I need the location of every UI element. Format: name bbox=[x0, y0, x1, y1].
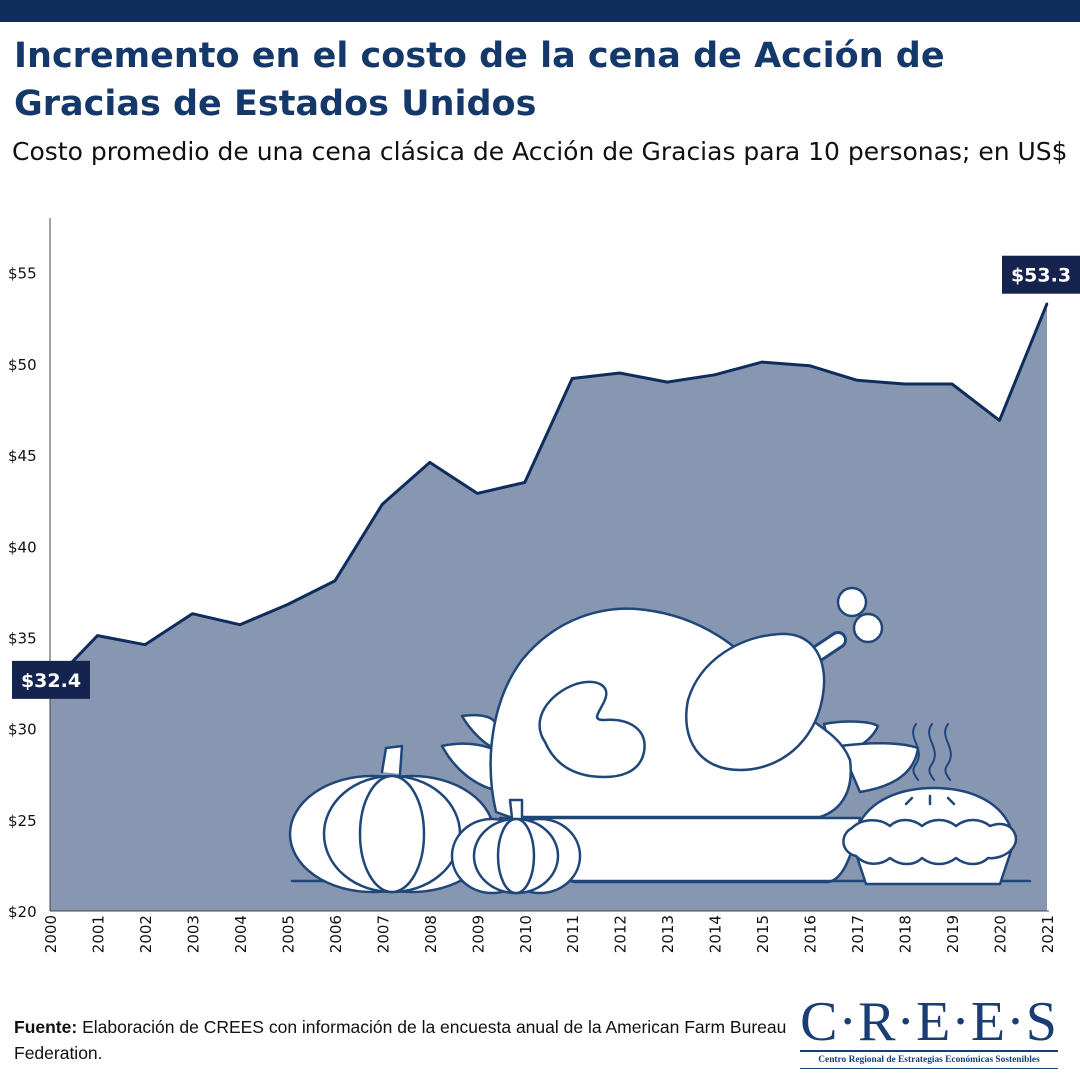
data-point bbox=[381, 503, 384, 506]
data-point bbox=[855, 379, 859, 382]
value-callout-bg bbox=[12, 660, 90, 699]
x-tick-label: 2010 bbox=[517, 915, 535, 953]
x-tick-label: 2021 bbox=[1039, 915, 1057, 953]
x-tick-label: 2001 bbox=[89, 915, 107, 953]
value-callout-label: $53.3 bbox=[1011, 265, 1071, 287]
data-point bbox=[808, 364, 811, 367]
x-tick-label: 2018 bbox=[897, 915, 915, 953]
x-tick-label: 2009 bbox=[469, 915, 487, 953]
top-bar bbox=[0, 0, 1080, 22]
x-tick-label: 2007 bbox=[374, 915, 392, 953]
x-tick-label: 2000 bbox=[42, 915, 60, 953]
x-tick-label: 2013 bbox=[659, 915, 677, 953]
label-layer: $32.4 $53.3 bbox=[12, 255, 1080, 699]
data-point bbox=[286, 603, 289, 606]
logo-tagline: Centro Regional de Estrategias Económica… bbox=[818, 1055, 1040, 1065]
y-tick-label: $40 bbox=[8, 538, 37, 556]
series-line bbox=[48, 303, 1049, 686]
data-point bbox=[1045, 302, 1049, 305]
data-point bbox=[571, 377, 574, 380]
data-point bbox=[333, 579, 337, 583]
x-tick-label: 2006 bbox=[327, 915, 345, 953]
data-point bbox=[665, 380, 669, 384]
crees-logo: C·R·E·E·S Centro Regional de Estrategias… bbox=[798, 994, 1060, 1072]
data-point bbox=[523, 481, 526, 484]
x-tick-label: 2016 bbox=[802, 915, 820, 953]
source-label: Fuente: bbox=[14, 1017, 78, 1037]
x-tick-label: 2019 bbox=[944, 915, 962, 953]
y-tick-label: $20 bbox=[8, 903, 37, 921]
x-tick-label: 2004 bbox=[232, 915, 250, 953]
data-point bbox=[96, 634, 99, 637]
data-point bbox=[143, 643, 147, 646]
axis-layer: $20 $25 $30 $35 $40 $45 $50 $55 2000 2001 2002 2003… bbox=[8, 218, 1057, 953]
data-point bbox=[238, 623, 242, 626]
data-point bbox=[618, 371, 621, 375]
data-point bbox=[998, 419, 1001, 422]
x-tick-label: 2020 bbox=[992, 915, 1010, 953]
x-tick-label: 2011 bbox=[564, 915, 582, 953]
data-point bbox=[760, 360, 764, 364]
y-tick-label: $25 bbox=[8, 812, 37, 830]
source-note: Fuente: Elaboración de CREES con informa… bbox=[14, 1014, 804, 1066]
thanksgiving-illustration bbox=[288, 586, 1032, 895]
x-tick-label: 2008 bbox=[422, 915, 440, 953]
y-tick-label: $35 bbox=[8, 629, 37, 647]
chart-title: Incremento en el costo de la cena de Acc… bbox=[14, 36, 945, 124]
x-tick-label: 2012 bbox=[612, 915, 630, 953]
value-callout-label: $32.4 bbox=[21, 670, 81, 692]
data-point bbox=[950, 382, 954, 386]
data-point bbox=[428, 461, 432, 464]
x-tick-label: 2003 bbox=[184, 915, 202, 953]
source-text: Elaboración de CREES con información de … bbox=[14, 1017, 787, 1063]
logo-rule bbox=[800, 1050, 1058, 1052]
data-point bbox=[191, 612, 194, 615]
x-tick-label: 2015 bbox=[754, 915, 772, 953]
chart-subtitle: Costo promedio de una cena clásica de Ac… bbox=[12, 137, 1068, 166]
logo-wordmark: C·R·E·E·S bbox=[800, 991, 1058, 1053]
logo-rule-bottom bbox=[800, 1068, 1058, 1069]
value-callout-bg bbox=[1002, 255, 1080, 294]
x-tick-label: 2002 bbox=[137, 915, 155, 953]
y-tick-label: $50 bbox=[8, 356, 37, 374]
data-point bbox=[713, 373, 716, 377]
area-chart: $20 $25 $30 $35 $40 $45 $50 $55 2000 2001 2002 2003… bbox=[8, 218, 1080, 953]
x-tick-label: 2014 bbox=[707, 915, 725, 953]
x-tick-label: 2017 bbox=[849, 915, 867, 953]
y-tick-label: $55 bbox=[8, 265, 37, 283]
data-point bbox=[476, 492, 479, 495]
x-tick-label: 2005 bbox=[279, 915, 297, 953]
y-tick-label: $30 bbox=[8, 721, 37, 739]
y-tick-label: $45 bbox=[8, 447, 37, 465]
data-point bbox=[903, 382, 906, 386]
